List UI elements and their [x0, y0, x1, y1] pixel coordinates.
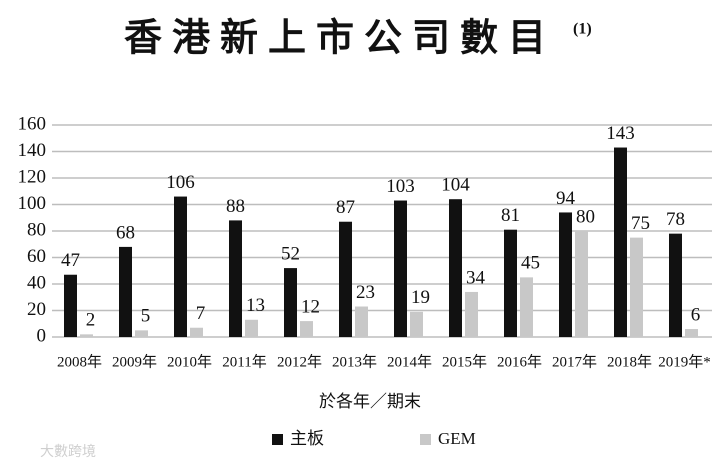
- bar: [174, 196, 187, 337]
- data-label: 23: [356, 282, 375, 303]
- y-tick-label: 140: [18, 140, 47, 161]
- data-label: 103: [386, 176, 415, 197]
- data-label: 94: [556, 188, 576, 209]
- legend-swatch: [272, 434, 283, 445]
- data-label: 13: [246, 295, 265, 316]
- x-axis-label: 於各年／期末: [319, 392, 421, 412]
- bar: [300, 321, 313, 337]
- data-label: 7: [196, 303, 206, 324]
- bar: [559, 212, 572, 337]
- legend-label: 主板: [290, 429, 324, 448]
- y-tick-label: 160: [18, 113, 47, 134]
- x-tick-label: 2008年: [57, 353, 102, 370]
- data-label: 2: [86, 310, 96, 331]
- data-label: 19: [411, 287, 430, 308]
- bar: [135, 330, 148, 337]
- x-tick-label: 2012年: [277, 353, 322, 370]
- x-tick-label: 2014年: [387, 353, 432, 370]
- x-tick-label: 2015年: [442, 353, 487, 370]
- y-tick-label: 60: [27, 246, 46, 267]
- data-label: 106: [166, 172, 195, 193]
- bar: [575, 231, 588, 337]
- data-label: 80: [576, 206, 595, 227]
- data-label: 45: [521, 253, 540, 274]
- bar: [465, 291, 478, 337]
- x-tick-label: 2019年*: [658, 353, 711, 370]
- data-label: 6: [691, 304, 701, 325]
- data-label: 88: [226, 196, 245, 217]
- bar: [80, 334, 93, 337]
- y-tick-label: 100: [18, 193, 47, 214]
- x-tick-label: 2016年: [497, 353, 542, 370]
- bar: [339, 221, 352, 337]
- bar: [685, 329, 698, 337]
- watermark: 大數跨境: [40, 444, 96, 460]
- bar: [669, 233, 682, 337]
- data-label: 47: [61, 250, 80, 271]
- bar: [284, 268, 297, 337]
- x-tick-label: 2010年: [167, 353, 212, 370]
- x-tick-label: 2011年: [222, 353, 266, 370]
- bar: [229, 220, 242, 337]
- x-tick-label: 2018年: [607, 353, 652, 370]
- x-tick-label: 2013年: [332, 353, 377, 370]
- data-label: 87: [336, 197, 355, 218]
- bar: [394, 200, 407, 337]
- bar: [64, 274, 77, 337]
- x-tick-label: 2009年: [112, 353, 157, 370]
- bar: [520, 277, 533, 337]
- y-tick-label: 40: [27, 272, 46, 293]
- bar: [119, 246, 132, 337]
- data-label: 104: [441, 175, 470, 196]
- bar: [245, 319, 258, 337]
- y-tick-label: 120: [18, 166, 47, 187]
- data-label: 81: [501, 205, 520, 226]
- bar: [190, 327, 203, 337]
- x-tick-label: 2017年: [552, 353, 597, 370]
- data-label: 75: [631, 213, 650, 234]
- legend-label: GEM: [438, 429, 476, 448]
- chart-title: 香港新上市公司數目: [124, 16, 556, 60]
- data-label: 52: [281, 243, 300, 264]
- y-tick-label: 20: [27, 299, 46, 320]
- bar: [355, 306, 368, 337]
- data-label: 12: [301, 296, 320, 317]
- data-label: 143: [606, 123, 635, 144]
- data-label: 68: [116, 222, 135, 243]
- y-tick-label: 80: [27, 219, 46, 240]
- data-label: 78: [666, 209, 685, 230]
- y-tick-label: 0: [37, 325, 47, 346]
- data-label: 34: [466, 267, 486, 288]
- data-label: 5: [141, 306, 151, 327]
- title-note: (1): [573, 21, 592, 38]
- bar: [614, 147, 627, 337]
- bar: [410, 311, 423, 337]
- bar: [449, 199, 462, 337]
- legend-swatch: [420, 434, 431, 445]
- bar: [504, 229, 517, 337]
- bar: [630, 237, 643, 337]
